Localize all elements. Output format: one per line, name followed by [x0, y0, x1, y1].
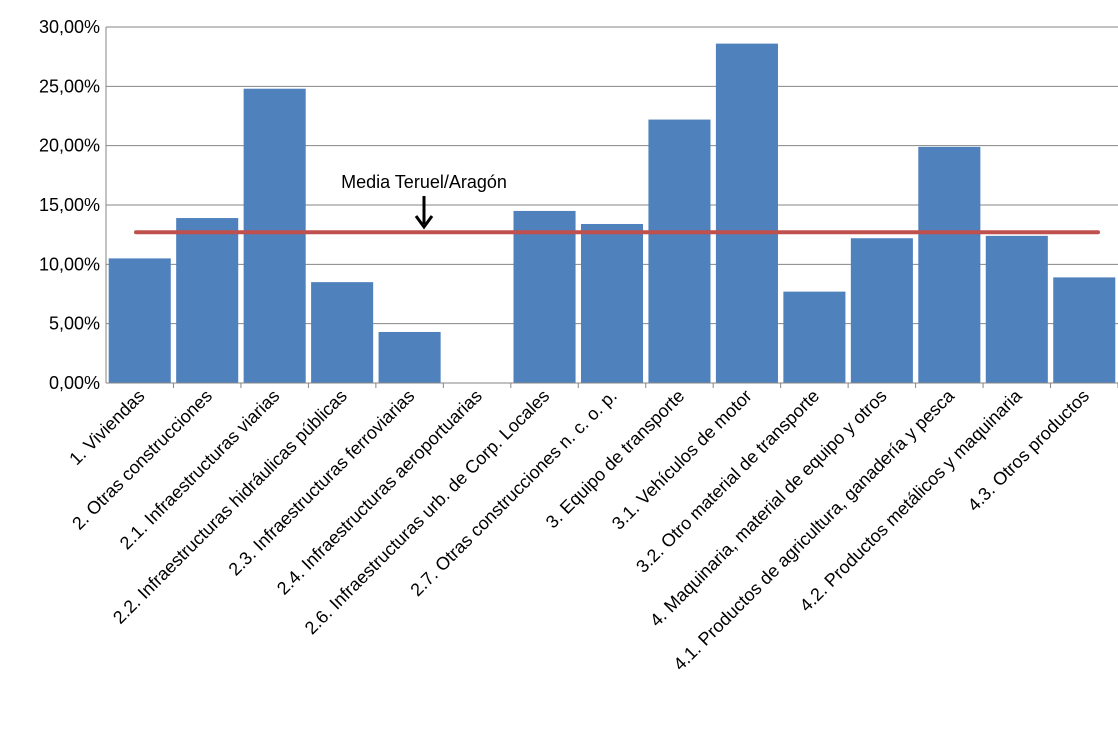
down-arrow-icon: [414, 215, 434, 230]
y-tick-label: 25,00%: [39, 76, 100, 96]
x-category-label: 2. Otras construcciones: [68, 386, 216, 534]
bar: [108, 258, 171, 383]
bar: [311, 282, 374, 383]
bar: [243, 88, 306, 383]
bar: [715, 43, 778, 383]
bar: [513, 210, 576, 383]
y-tick-label: 20,00%: [39, 136, 100, 156]
axes: [105, 27, 1118, 388]
y-tick-label: 10,00%: [39, 254, 100, 274]
reference-line-label: Media Teruel/Aragón: [341, 172, 507, 192]
bar: [378, 331, 441, 383]
bar: [985, 235, 1048, 383]
x-category-label: 3. Equipo de transporte: [542, 386, 688, 532]
bar: [176, 218, 239, 383]
bar: [580, 223, 644, 383]
x-category-label: 4.3. Otros productos: [964, 386, 1093, 515]
y-tick-label: 5,00%: [49, 314, 100, 334]
bar: [783, 291, 846, 383]
bar: [648, 119, 711, 383]
y-axis-tick-labels: 0,00% 5,00% 10,00% 15,00% 20,00% 25,00% 30,00%: [39, 17, 100, 393]
x-category-label: 4. Maquinaria, material de equipo y otro…: [646, 386, 891, 631]
y-tick-label: 15,00%: [39, 195, 100, 215]
bars: [108, 43, 1116, 383]
reference-line-group: Media Teruel/Aragón: [134, 172, 1100, 235]
x-category-label: 2.2. Infraestructuras hidráulicas públic…: [109, 386, 351, 628]
y-tick-label: 30,00%: [39, 17, 100, 37]
x-category-label: 3.1. Vehículos de motor: [608, 386, 756, 534]
bar: [1053, 277, 1116, 383]
y-tick-label: 0,00%: [49, 373, 100, 393]
bar: [850, 238, 913, 383]
bar: [918, 146, 981, 383]
x-category-label: 2.6. Infraestructuras urb. de Corp. Loca…: [301, 386, 554, 639]
